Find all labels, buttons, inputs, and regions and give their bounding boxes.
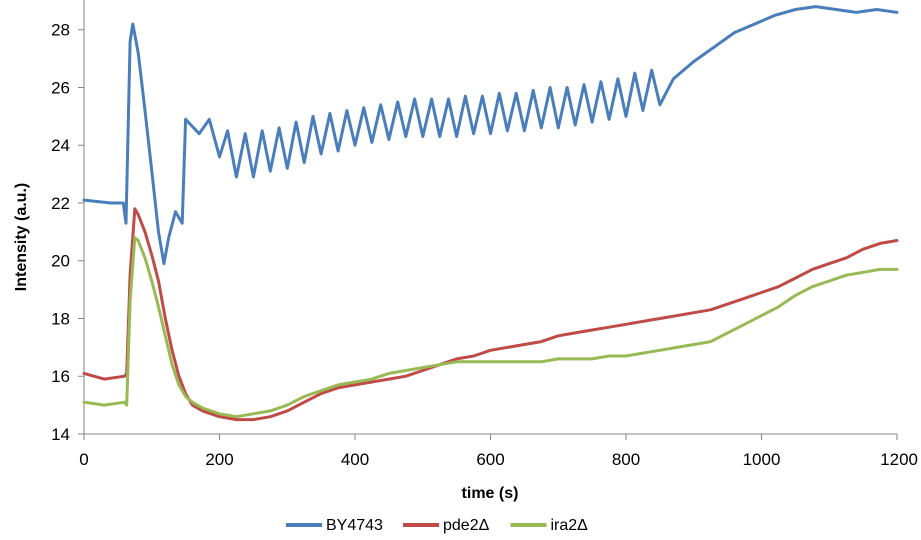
y-tick-label: 26 [51,78,70,97]
axes [83,0,897,435]
x-tick-label: 0 [79,450,88,469]
series-line-ira2 [82,236,899,419]
y-tick-label: 22 [51,194,70,213]
y-tick-label: 20 [51,252,70,271]
y-tick-label: 24 [51,136,70,155]
y-tick-label: 16 [51,367,70,386]
legend-label: BY4743 [326,517,383,534]
y-axis-title: Intensity (a.u.) [13,183,30,291]
series-lines [82,5,899,422]
series-line-pde2 [82,207,899,422]
legend: BY4743 pde2Δ ira2Δ [286,517,588,534]
x-tick-label: 800 [612,450,640,469]
y-tick-label: 28 [51,21,70,40]
legend-label: pde2Δ [443,517,490,534]
y-tick-label: 18 [51,309,70,328]
legend-label: ira2Δ [551,517,589,534]
x-tick-label: 1200 [880,450,918,469]
x-tick-label: 1000 [743,450,781,469]
x-tick-label: 600 [476,450,504,469]
legend-item: BY4743 [286,517,383,534]
legend-item: ira2Δ [510,517,589,534]
tick-labels: 0 200 400 600 800 1000 1200 14 16 18 20 22 24 26 28 [51,21,918,469]
x-tick-label: 200 [205,450,233,469]
series-line-by4743 [82,5,899,266]
legend-item: pde2Δ [403,517,490,534]
x-axis-title: time (s) [462,485,519,502]
y-tick-label: 14 [51,425,70,444]
x-tick-label: 400 [341,450,369,469]
